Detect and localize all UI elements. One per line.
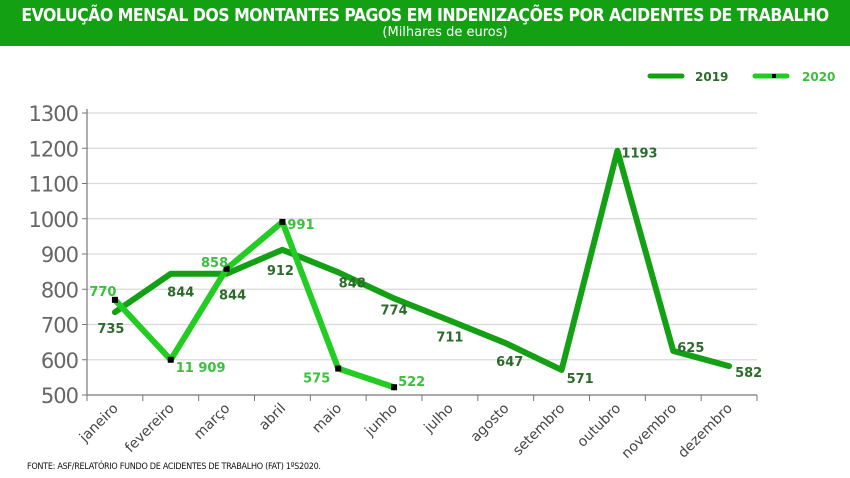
chart-title: EVOLUÇÃO MENSAL DOS MONTANTES PAGOS EM I… xyxy=(21,6,829,26)
x-tick-label: agosto xyxy=(468,401,513,446)
x-tick-label: março xyxy=(191,401,233,443)
data-labels: 735 844 844 912 848 774 711 647 571 1193 625 582 770… xyxy=(89,147,762,391)
data-label-2020: 770 xyxy=(89,285,116,300)
data-label-2020: 858 xyxy=(201,256,228,271)
series-markers xyxy=(111,218,398,391)
data-label-2019: 912 xyxy=(267,264,294,279)
data-label-2019: 625 xyxy=(677,341,704,356)
data-label-2019: 582 xyxy=(735,366,762,381)
marker-2020 xyxy=(223,265,230,272)
legend: 2019 2020 xyxy=(647,70,835,84)
data-label-2019: 848 xyxy=(339,276,366,291)
marker-2020 xyxy=(391,384,398,391)
y-tick-label: 800 xyxy=(41,278,78,302)
source-note: FONTE: ASF/RELATÓRIO FUNDO DE ACIDENTES … xyxy=(27,462,321,472)
data-label-2019: 774 xyxy=(381,303,408,318)
title-banner xyxy=(0,0,850,46)
y-axis-ticks: 500 600 700 800 900 1000 1100 1200 1300 xyxy=(29,102,87,408)
y-tick-label: 900 xyxy=(41,243,78,267)
x-tick-label: fevereiro xyxy=(122,401,177,456)
x-tick-label: setembro xyxy=(510,401,568,459)
x-tick-label: junho xyxy=(361,401,401,441)
y-tick-label: 1000 xyxy=(29,208,78,232)
x-tick-label: maio xyxy=(309,401,345,437)
x-axis-ticks: janeiro fevereiro março abril maio junho julho… xyxy=(76,395,758,462)
y-tick-label: 1100 xyxy=(29,173,78,197)
line-series-2019 xyxy=(111,147,733,373)
x-tick-label: abril xyxy=(256,401,289,434)
legend-marker-2020 xyxy=(772,74,776,78)
legend-label-2020: 2020 xyxy=(802,70,835,84)
marker-2020 xyxy=(335,365,342,372)
chart-subtitle: (Milhares de euros) xyxy=(382,25,508,40)
y-tick-label: 500 xyxy=(41,384,78,408)
marker-2020 xyxy=(111,296,118,303)
data-label-2019: 844 xyxy=(219,289,246,304)
y-tick-label: 1200 xyxy=(29,137,78,161)
data-label-2019: 844 xyxy=(167,286,194,301)
y-tick-label: 600 xyxy=(41,349,78,373)
y-tick-label: 700 xyxy=(41,314,78,338)
series-lines xyxy=(111,147,733,391)
data-label-2019: 647 xyxy=(496,355,523,370)
data-label-2019: 735 xyxy=(97,322,124,337)
marker-2020 xyxy=(167,356,174,363)
data-label-2020: 575 xyxy=(303,372,330,387)
line-series-2020 xyxy=(111,218,398,391)
x-tick-label: novembro xyxy=(619,401,680,462)
x-tick-label: outubro xyxy=(574,401,624,451)
legend-label-2019: 2019 xyxy=(695,70,728,84)
data-label-2020: 522 xyxy=(398,375,425,390)
data-label-2020: 991 xyxy=(287,218,314,233)
data-label-2019: 571 xyxy=(567,372,594,387)
x-tick-label: julho xyxy=(421,401,457,437)
data-label-2020: 11 909 xyxy=(176,361,226,376)
y-tick-label: 1300 xyxy=(29,102,78,126)
x-tick-label: janeiro xyxy=(76,401,122,447)
data-label-2019: 1193 xyxy=(621,147,657,162)
marker-2020 xyxy=(279,218,286,225)
x-tick-label: dezembro xyxy=(675,401,736,462)
data-label-2019: 711 xyxy=(436,331,463,346)
